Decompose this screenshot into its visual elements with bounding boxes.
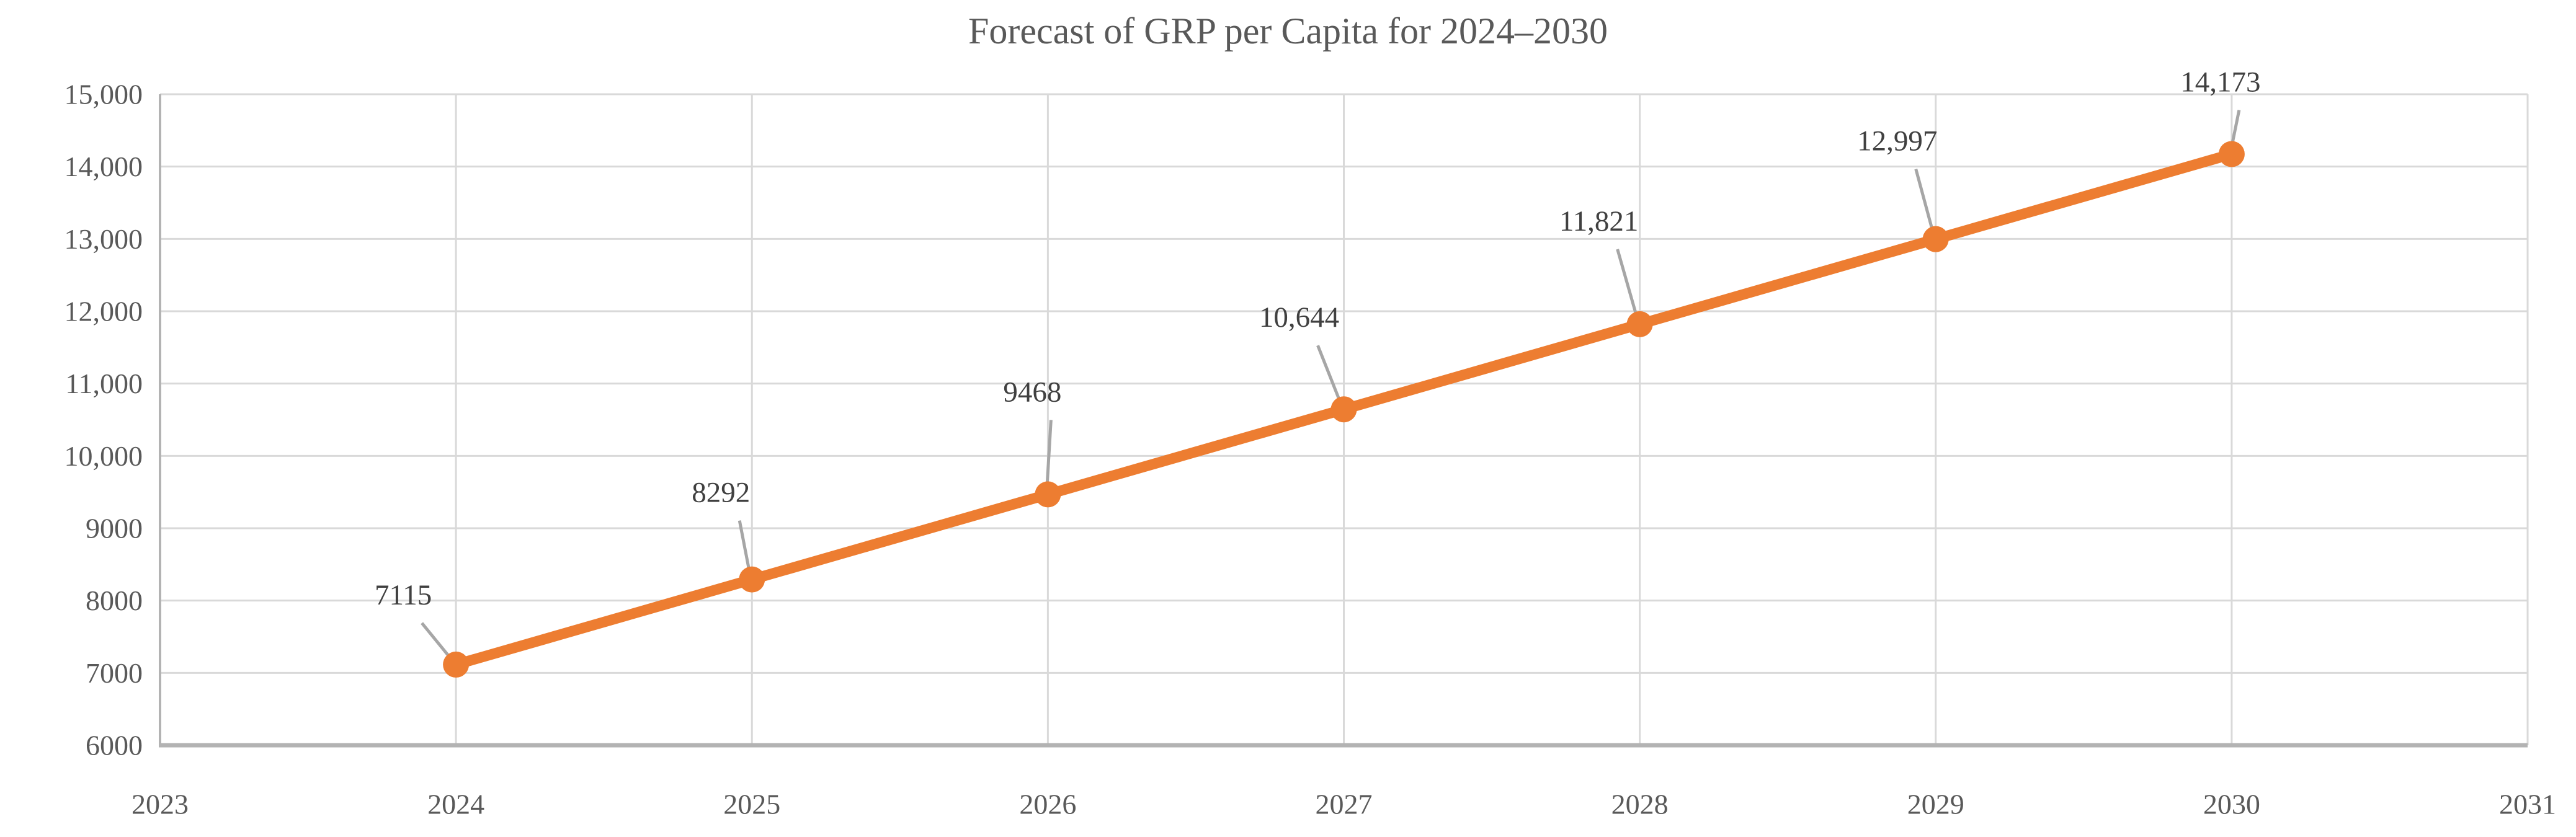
y-tick-label: 15,000 (65, 79, 143, 110)
x-tick-label: 2031 (2499, 789, 2556, 820)
x-tick-label: 2028 (1611, 789, 1669, 820)
data-point-marker (1922, 226, 1949, 252)
data-label: 9468 (1003, 376, 1061, 408)
y-tick-label: 13,000 (65, 223, 143, 255)
y-tick-label: 12,000 (65, 296, 143, 327)
leader-line (1045, 420, 1053, 494)
leader-line (1914, 169, 1936, 239)
data-point-marker (443, 651, 470, 678)
x-tick-label: 2029 (1907, 789, 1964, 820)
data-label: 12,997 (1857, 125, 1937, 157)
data-point-marker (1626, 311, 1653, 337)
y-tick-label: 7000 (86, 657, 143, 689)
chart-title: Forecast of GRP per Capita for 2024–2030 (968, 11, 1608, 51)
data-label: 14,173 (2180, 66, 2260, 98)
y-tick-label: 8000 (86, 585, 143, 616)
y-tick-label: 11,000 (65, 368, 143, 399)
data-point-marker (1330, 396, 1357, 423)
data-label: 8292 (692, 477, 750, 509)
x-tick-label: 2026 (1019, 789, 1076, 820)
data-label: 11,821 (1559, 205, 1639, 237)
x-tick-label: 2027 (1316, 789, 1373, 820)
leader-line (1616, 249, 1641, 324)
x-tick-label: 2023 (131, 789, 189, 820)
data-label: 7115 (375, 579, 432, 611)
x-tick-label: 2030 (2203, 789, 2260, 820)
data-point-marker (739, 566, 765, 593)
data-point-marker (2218, 141, 2245, 167)
data-point-marker (1035, 481, 1061, 508)
y-tick-label: 6000 (86, 730, 143, 761)
y-tick-label: 14,000 (65, 151, 143, 182)
y-tick-label: 9000 (86, 513, 143, 544)
x-tick-label: 2025 (723, 789, 780, 820)
y-tick-label: 10,000 (65, 440, 143, 472)
x-tick-label: 2024 (427, 789, 484, 820)
data-label: 10,644 (1259, 301, 1339, 334)
